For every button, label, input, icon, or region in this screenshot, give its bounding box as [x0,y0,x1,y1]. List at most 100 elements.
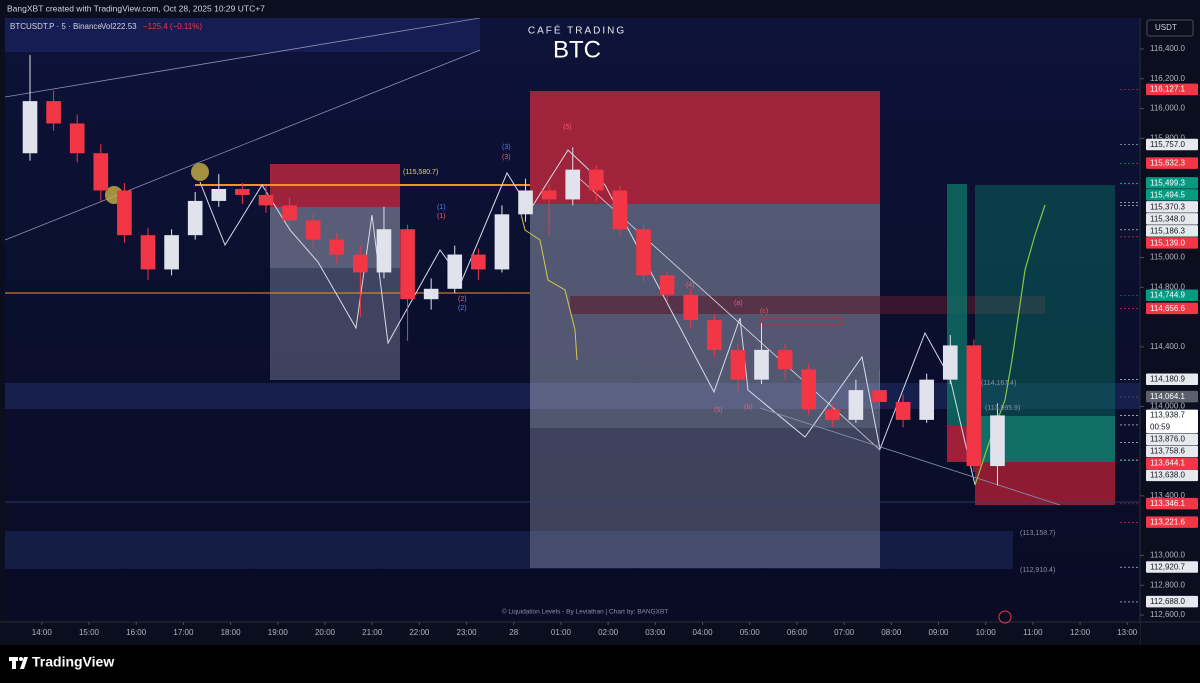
candle-body [683,294,699,321]
candle-body [518,190,533,215]
price-tag-label: 115,499.3 [1150,178,1186,187]
candle-body [164,235,179,270]
candle-body [93,153,109,191]
candle-body [801,369,817,410]
price-tag [1146,237,1198,249]
candle-body [376,229,392,273]
price-tag [1146,138,1198,151]
wave-label: (3) [502,144,511,151]
x-tick-label: 22:00 [409,628,430,637]
buy-zone [975,185,1115,416]
x-tick-label: 21:00 [362,628,383,637]
y-tick-label: 116,000.0 [1150,104,1186,113]
zone [5,18,480,52]
price-tag [1146,177,1198,189]
marker [191,163,209,181]
price-tag [1146,201,1198,213]
x-tick-label: 11:00 [1023,628,1043,637]
candle-body [353,254,368,273]
wave-label: (5) [563,124,572,131]
candle-body [329,239,345,255]
logo-icon [9,657,28,669]
candle-body [447,254,463,289]
price-tag [1146,457,1198,470]
alert-icon[interactable] [998,610,1012,624]
x-tick-label: 14:00 [32,628,53,637]
x-tick-label: 06:00 [787,628,808,637]
x-tick-label: 01:00 [551,628,572,637]
projection-line [519,209,578,361]
wave-label: (b) [744,404,753,411]
time-axis [0,622,1140,645]
annotation: (112,910.4) [1020,567,1055,574]
x-tick-label: 03:00 [645,628,666,637]
candle-body [707,320,722,350]
price-tag [1146,157,1198,169]
candle-body [258,194,274,206]
annotation: (113,995.9) [985,405,1020,412]
wave-label: (c) [760,308,768,315]
candle-body [494,214,510,270]
logo[interactable]: TradingView [32,654,114,670]
x-tick-label: 23:00 [457,628,478,637]
logo-shape [12,657,16,669]
price-axis [1140,18,1200,645]
x-tick-label: 08:00 [881,628,902,637]
annotation: (115,580.7) [403,169,438,176]
countdown: 00:59 [1150,423,1171,432]
x-tick-label: 15:00 [79,628,100,637]
buy-zone [947,184,967,426]
price-tag-label: 113,644.1 [1150,459,1186,468]
y-tick-label: 116,400.0 [1150,44,1186,53]
candle-body [730,349,746,380]
x-tick-label: 12:00 [1070,628,1091,637]
candle-body [777,349,793,370]
candle-body [966,345,982,467]
wave-label: (a) [734,300,743,307]
price-tag-label: 113,876.0 [1150,435,1186,444]
currency-button[interactable] [1146,19,1194,37]
wave-label: (5) [714,407,723,414]
price-tag-label: 115,494.5 [1150,190,1186,199]
candle-body [872,390,887,402]
header-bar [0,0,1200,18]
target-zone [530,428,880,568]
candle-body [140,235,156,270]
projection-line [974,204,1046,486]
zones [5,18,1140,569]
price-tag [1146,83,1198,96]
symbol[interactable]: BTCUSDT.P · 5 · Binance [10,22,102,31]
candle-body [990,415,1005,467]
stop-zone [975,462,1115,505]
y-tick-label: 115,800.0 [1150,133,1186,142]
price-tag-label: 116,127.1 [1150,85,1186,94]
currency[interactable]: USDT [1155,23,1177,32]
candle-body [824,409,840,420]
candle-body [848,390,864,420]
price-tag [1146,445,1198,458]
y-tick-label: 114,800.0 [1150,282,1186,291]
annotations: (115,580.7) (113,158.7) (112,910.4) (114… [403,124,1055,574]
price-tag-label: 114,180.9 [1150,375,1186,384]
candle-body [612,190,628,230]
target-zone [270,268,400,380]
price-tag [1146,595,1198,608]
x-tick-label: 05:00 [740,628,761,637]
candle-body [659,275,675,295]
ticker: BTC [553,36,601,63]
wave-label: (2) [458,305,467,312]
y-tick-label: 112,800.0 [1150,580,1186,589]
price-tag-label: 115,632.3 [1150,158,1186,167]
y-tick-label: 115,000.0 [1150,253,1186,262]
candle-body [589,169,604,191]
candle-body [541,190,557,200]
price-tag-label: 114,744.9 [1150,291,1186,300]
x-tick-label: 20:00 [315,628,336,637]
price-tag-label: 115,370.3 [1150,202,1186,211]
price-tag [1146,213,1198,225]
sell-zone [530,91,880,204]
x-tick-label: 16:00 [126,628,147,637]
y-tick-label: 116,200.0 [1150,74,1186,83]
